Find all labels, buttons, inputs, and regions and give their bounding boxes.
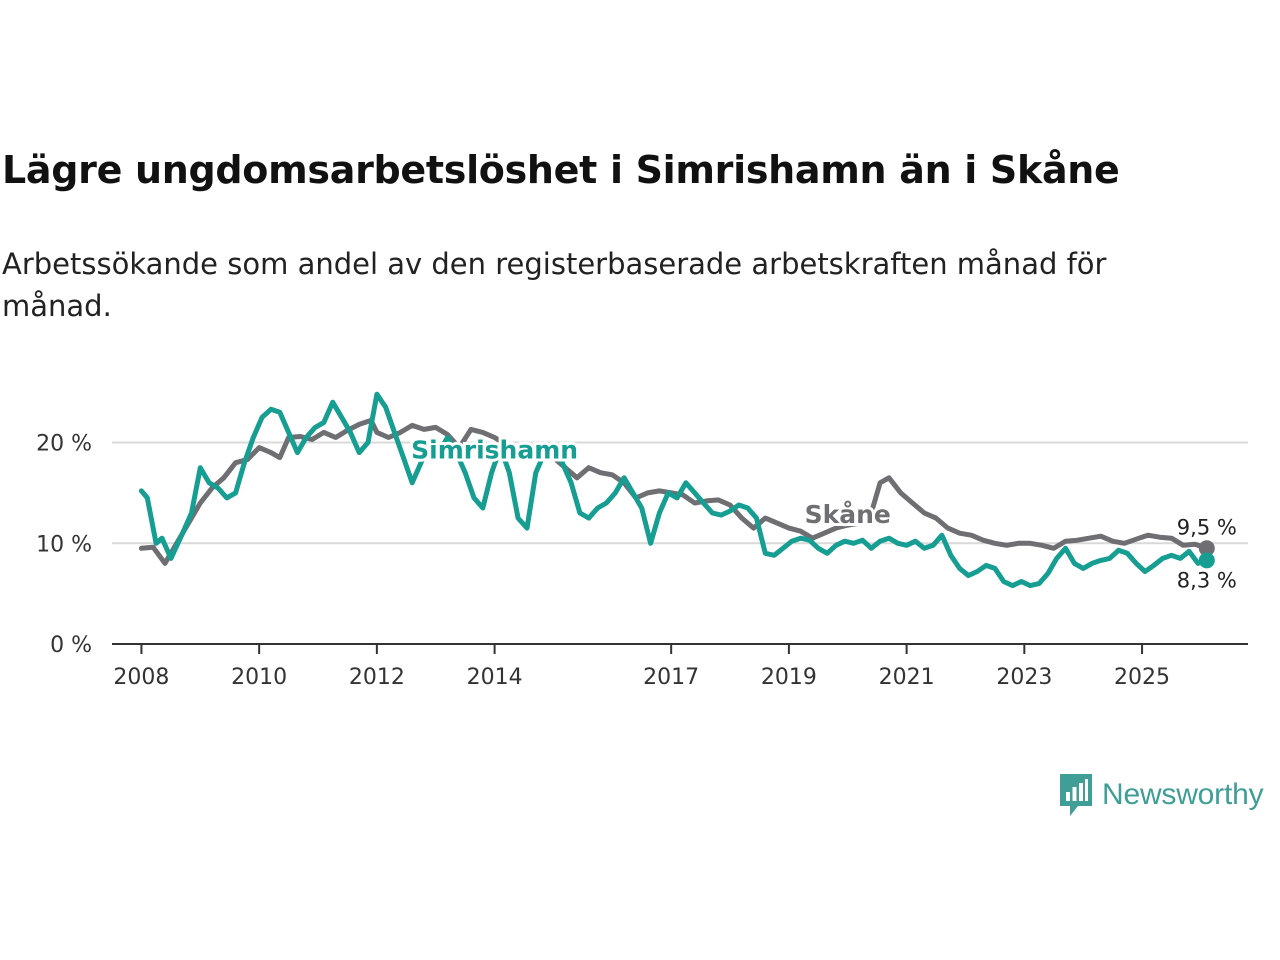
brand-name: Newsworthy [1102, 778, 1264, 811]
chart-title: Lägre ungdomsarbetslöshet i Simrishamn ä… [2, 148, 1120, 192]
x-tick-label: 2014 [467, 665, 523, 690]
series-labels: 9,5 % 8,3 % Simrishamn Skåne [408, 433, 1239, 595]
bar-chart-icon [1060, 774, 1092, 816]
newsworthy-logo: Newsworthy [1058, 772, 1264, 818]
x-tick-label: 2019 [761, 665, 817, 690]
end-point-simrishamn [1198, 552, 1215, 569]
x-tick-label: 2010 [231, 665, 287, 690]
axes: 0 % 10 % 20 % 2008 2010 2012 2014 2017 2019 2021 2… [36, 432, 1248, 690]
x-tick-label: 2017 [643, 665, 699, 690]
y-tick-label: 0 % [50, 633, 92, 658]
end-value-label-simrishamn: 8,3 % [1177, 568, 1237, 592]
x-tick-label: 2021 [879, 665, 935, 690]
x-tick-label: 2012 [349, 665, 405, 690]
series-label-skne: Skåne [805, 500, 891, 529]
x-tick-label: 2023 [996, 665, 1052, 690]
y-tick-label: 10 % [36, 532, 92, 557]
x-tick-label: 2025 [1114, 665, 1170, 690]
x-tick-label: 2008 [113, 665, 169, 690]
series-label-simrishamn: Simrishamn [411, 436, 578, 465]
chart-subtitle: Arbetssökande som andel av den registerb… [2, 247, 1107, 323]
end-point-skne [1198, 540, 1215, 557]
series-line-simrishamn [138, 391, 1210, 589]
y-tick-label: 20 % [36, 432, 92, 457]
end-value-label-skne: 9,5 % [1177, 515, 1237, 539]
series-lines [138, 391, 1215, 589]
